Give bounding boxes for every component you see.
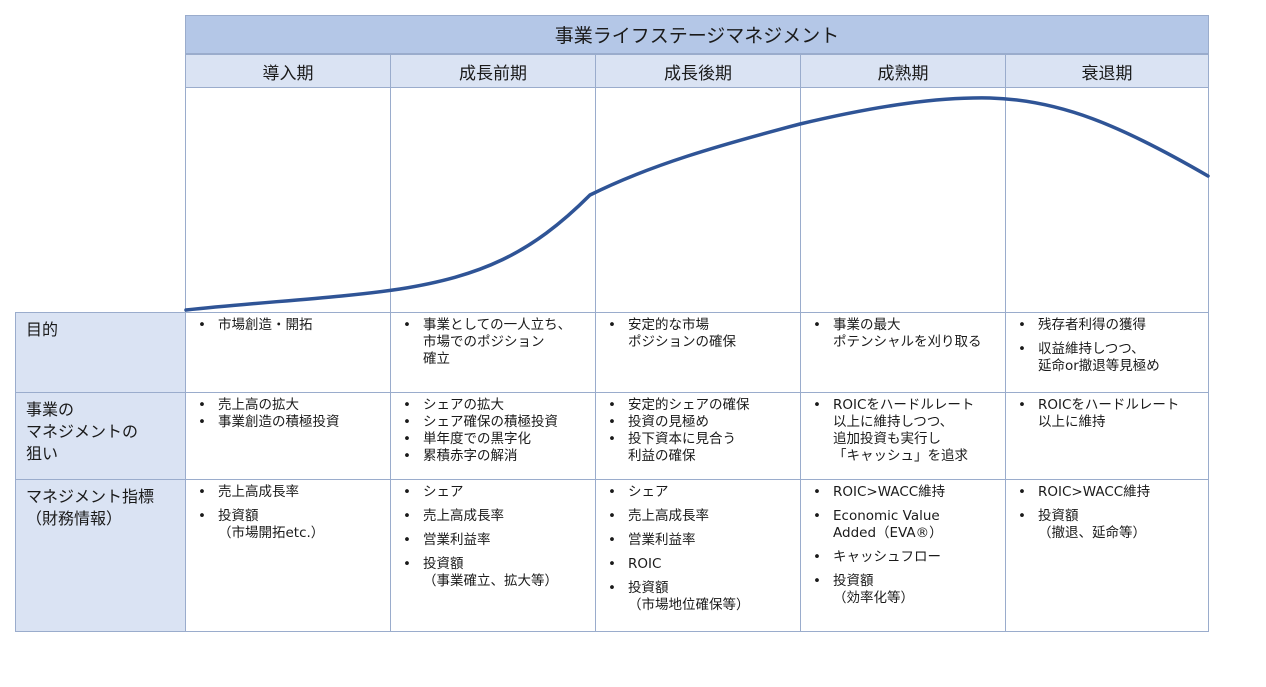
list-item: 営業利益率 <box>401 532 587 549</box>
cell-purpose-early-growth: 事業としての一人立ち、 市場でのポジション 確立 <box>391 313 595 392</box>
list-item: 事業創造の積極投資 <box>196 414 382 431</box>
cell-purpose-decline: 残存者利得の獲得 収益維持しつつ、 延命or撤退等見極め <box>1006 313 1208 392</box>
list-item: 売上高成長率 <box>196 484 382 501</box>
list-item: 売上高の拡大 <box>196 397 382 414</box>
cell-indicators-late-growth: シェア 売上高成長率 営業利益率 ROIC 投資額 （市場地位確保等） <box>596 480 800 631</box>
cell-purpose-maturity: 事業の最大 ポテンシャルを刈り取る <box>801 313 1005 392</box>
list-item: 収益維持しつつ、 延命or撤退等見極め <box>1016 341 1200 375</box>
list-item: 累積赤字の解消 <box>401 448 587 465</box>
list-item: シェアの拡大 <box>401 397 587 414</box>
list-item: 営業利益率 <box>606 532 792 549</box>
list-item: ROIC>WACC維持 <box>1016 484 1200 501</box>
phase-header-introduction: 導入期 <box>185 54 391 88</box>
list-item: シェア確保の積極投資 <box>401 414 587 431</box>
cell-aim-maturity: ROICをハードルレート 以上に維持しつつ、 追加投資も実行し 「キャッシュ」を… <box>801 393 1005 479</box>
row-divider <box>15 312 1209 313</box>
list-item: 安定的シェアの確保 <box>606 397 792 414</box>
cell-aim-introduction: 売上高の拡大 事業創造の積極投資 <box>186 393 390 479</box>
column-divider <box>595 88 596 631</box>
list-item: 売上高成長率 <box>401 508 587 525</box>
cell-aim-early-growth: シェアの拡大 シェア確保の積極投資 単年度での黒字化 累積赤字の解消 <box>391 393 595 479</box>
list-item: 事業の最大 ポテンシャルを刈り取る <box>811 317 997 351</box>
row-label-management-indicators: マネジメント指標 （財務情報） <box>15 479 186 632</box>
cell-purpose-late-growth: 安定的な市場 ポジションの確保 <box>596 313 800 392</box>
phase-header-early-growth: 成長前期 <box>390 54 596 88</box>
column-divider <box>390 88 391 631</box>
list-item: 投資の見極め <box>606 414 792 431</box>
cell-indicators-maturity: ROIC>WACC維持 Economic Value Added（EVA®） キ… <box>801 480 1005 631</box>
list-item: 事業としての一人立ち、 市場でのポジション 確立 <box>401 317 587 368</box>
row-divider <box>15 631 1209 632</box>
row-label-management-aim: 事業の マネジメントの 狙い <box>15 392 186 480</box>
list-item: 投資額 （撤退、延命等） <box>1016 508 1200 542</box>
list-item: 単年度での黒字化 <box>401 431 587 448</box>
list-item: 市場創造・開拓 <box>196 317 382 334</box>
cell-indicators-early-growth: シェア 売上高成長率 営業利益率 投資額 （事業確立、拡大等） <box>391 480 595 631</box>
list-item: 売上高成長率 <box>606 508 792 525</box>
list-item: Economic Value Added（EVA®） <box>811 508 997 542</box>
list-item: 安定的な市場 ポジションの確保 <box>606 317 792 351</box>
page-title: 事業ライフステージマネジメント <box>185 15 1209 54</box>
cell-aim-late-growth: 安定的シェアの確保 投資の見極め 投下資本に見合う 利益の確保 <box>596 393 800 479</box>
list-item: 投資額 （市場開拓etc.） <box>196 508 382 542</box>
phase-header-maturity: 成熟期 <box>800 54 1006 88</box>
list-item: 残存者利得の獲得 <box>1016 317 1200 334</box>
list-item: 投資額 （効率化等） <box>811 573 997 607</box>
list-item: ROICをハードルレート 以上に維持 <box>1016 397 1200 431</box>
cell-indicators-introduction: 売上高成長率 投資額 （市場開拓etc.） <box>186 480 390 631</box>
cell-aim-decline: ROICをハードルレート 以上に維持 <box>1006 393 1208 479</box>
list-item: キャッシュフロー <box>811 549 997 566</box>
row-divider <box>15 392 1209 393</box>
list-item: 投資額 （事業確立、拡大等） <box>401 556 587 590</box>
row-label-purpose: 目的 <box>15 312 186 393</box>
column-divider <box>800 88 801 631</box>
row-divider <box>15 479 1209 480</box>
column-divider <box>1208 88 1209 631</box>
list-item: 投下資本に見合う 利益の確保 <box>606 431 792 465</box>
list-item: シェア <box>401 484 587 501</box>
phase-header-late-growth: 成長後期 <box>595 54 801 88</box>
list-item: ROIC <box>606 556 792 573</box>
cell-indicators-decline: ROIC>WACC維持 投資額 （撤退、延命等） <box>1006 480 1208 631</box>
list-item: ROICをハードルレート 以上に維持しつつ、 追加投資も実行し 「キャッシュ」を… <box>811 397 997 465</box>
column-divider <box>1005 88 1006 631</box>
lifecycle-curve <box>184 96 1210 312</box>
phase-header-decline: 衰退期 <box>1005 54 1209 88</box>
cell-purpose-introduction: 市場創造・開拓 <box>186 313 390 392</box>
list-item: ROIC>WACC維持 <box>811 484 997 501</box>
list-item: シェア <box>606 484 792 501</box>
list-item: 投資額 （市場地位確保等） <box>606 580 792 614</box>
